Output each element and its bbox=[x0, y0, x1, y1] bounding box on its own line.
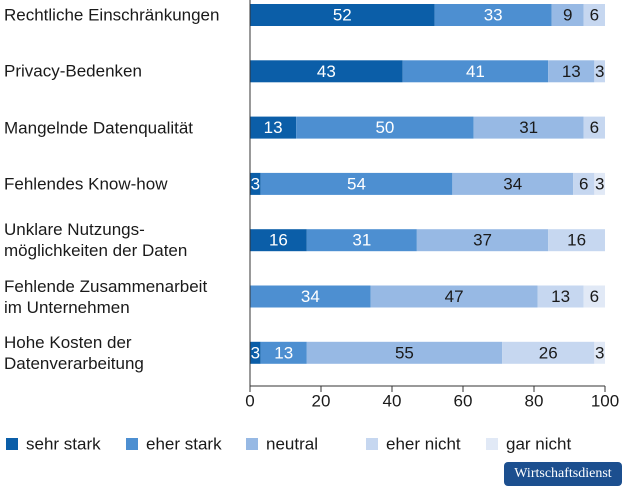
value-label: 13 bbox=[551, 287, 570, 306]
legend-label: eher stark bbox=[146, 434, 222, 453]
bar-segment bbox=[250, 4, 435, 26]
value-label: 47 bbox=[445, 287, 464, 306]
bar-segment bbox=[250, 60, 403, 83]
value-label: 37 bbox=[473, 231, 492, 250]
value-label: 34 bbox=[301, 287, 320, 306]
category-label: Privacy-Bedenken bbox=[4, 61, 142, 81]
category-label: Fehlendes Know-how bbox=[4, 174, 168, 194]
bar-segment bbox=[583, 116, 605, 139]
bar-segment bbox=[260, 172, 453, 195]
legend-swatch bbox=[6, 438, 18, 450]
value-label: 3 bbox=[251, 174, 260, 193]
category-label: Mangelnde Datenqualität bbox=[4, 118, 194, 138]
legend-swatch bbox=[126, 438, 138, 450]
value-label: 13 bbox=[274, 343, 293, 362]
x-tick-label: 80 bbox=[525, 391, 544, 410]
value-label: 54 bbox=[347, 174, 366, 193]
bar-segment bbox=[306, 229, 417, 252]
bar-segment bbox=[452, 172, 574, 195]
bar-segment bbox=[548, 229, 605, 252]
bar-segment bbox=[306, 341, 503, 364]
value-label: 43 bbox=[317, 62, 336, 81]
category-label: Fehlende Zusammenarbeit im Unternehmen bbox=[4, 276, 208, 317]
value-label: 3 bbox=[595, 343, 604, 362]
bar-segment bbox=[502, 341, 595, 364]
value-label: 41 bbox=[466, 62, 485, 81]
bar-segment bbox=[537, 285, 584, 308]
x-tick-label: 100 bbox=[591, 391, 619, 410]
value-label: 3 bbox=[251, 343, 260, 362]
value-label: 3 bbox=[595, 62, 604, 81]
value-label: 6 bbox=[579, 174, 588, 193]
bar-segment bbox=[594, 60, 605, 83]
bar-segment bbox=[473, 116, 584, 139]
x-tick-label: 0 bbox=[245, 391, 254, 410]
bar-segment bbox=[548, 60, 595, 83]
category-label: Hohe Kosten der Datenverarbeitung bbox=[4, 332, 144, 373]
value-label: 55 bbox=[395, 343, 414, 362]
bar-segment bbox=[250, 285, 371, 308]
value-label: 6 bbox=[590, 287, 599, 306]
bar-segment bbox=[594, 341, 605, 364]
value-label: 34 bbox=[503, 174, 522, 193]
value-label: 50 bbox=[375, 118, 394, 137]
legend-label: eher nicht bbox=[386, 434, 461, 453]
category-label: Unklare Nutzungs- möglichkeiten der Date… bbox=[4, 220, 188, 261]
bar-segment bbox=[250, 172, 261, 195]
value-label: 26 bbox=[539, 343, 558, 362]
legend-swatch bbox=[246, 438, 258, 450]
bar-segment bbox=[594, 172, 605, 195]
value-label: 13 bbox=[264, 118, 283, 137]
x-tick-label: 60 bbox=[454, 391, 473, 410]
value-label: 6 bbox=[590, 118, 599, 137]
legend-swatch bbox=[486, 438, 498, 450]
value-label: 6 bbox=[590, 5, 599, 24]
source-badge: Wirtschaftsdienst bbox=[504, 462, 622, 486]
value-label: 33 bbox=[484, 5, 503, 24]
bar-segment bbox=[260, 341, 307, 364]
category-label: Rechtliche Einschränkungen bbox=[4, 5, 220, 25]
value-label: 13 bbox=[562, 62, 581, 81]
value-label: 52 bbox=[333, 5, 352, 24]
bar-segment bbox=[250, 341, 261, 364]
bar-segment bbox=[434, 4, 552, 26]
value-label: 31 bbox=[352, 231, 371, 250]
bar-segment bbox=[250, 229, 307, 252]
value-label: 9 bbox=[563, 5, 572, 24]
bar-segment bbox=[370, 285, 538, 308]
bar-segment bbox=[296, 116, 474, 139]
value-label: 16 bbox=[269, 231, 288, 250]
bar-segment bbox=[583, 4, 605, 26]
bar-segment bbox=[551, 4, 584, 26]
bar-segment bbox=[573, 172, 595, 195]
legend-label: gar nicht bbox=[506, 434, 571, 453]
bar-segment bbox=[583, 285, 605, 308]
legend-label: sehr stark bbox=[26, 434, 101, 453]
legend-swatch bbox=[366, 438, 378, 450]
value-label: 31 bbox=[519, 118, 538, 137]
bar-segment bbox=[250, 116, 297, 139]
x-tick-label: 40 bbox=[383, 391, 402, 410]
x-tick-label: 20 bbox=[312, 391, 331, 410]
value-label: 16 bbox=[567, 231, 586, 250]
bar-segment bbox=[402, 60, 549, 83]
bar-segment bbox=[416, 229, 549, 252]
legend-label: neutral bbox=[266, 434, 318, 453]
value-label: 3 bbox=[595, 174, 604, 193]
